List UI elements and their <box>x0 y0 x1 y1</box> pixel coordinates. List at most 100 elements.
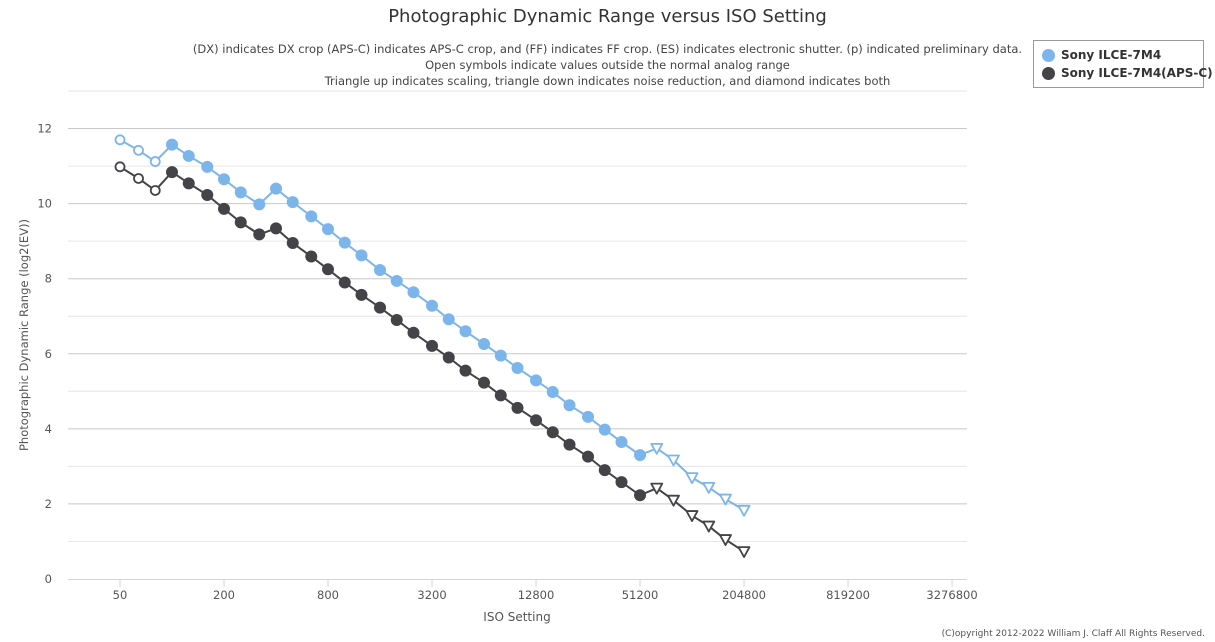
data-point[interactable] <box>494 349 507 362</box>
series-1 <box>114 134 751 517</box>
data-point[interactable] <box>634 449 647 462</box>
data-point[interactable] <box>390 274 403 287</box>
data-point-triangle-down[interactable] <box>667 454 680 467</box>
series-line <box>119 138 745 512</box>
data-point[interactable] <box>305 250 318 263</box>
data-point[interactable] <box>234 186 247 199</box>
data-point[interactable] <box>598 423 611 436</box>
data-point-triangle-down[interactable] <box>702 520 716 533</box>
data-point[interactable] <box>459 364 472 377</box>
data-point[interactable] <box>253 198 266 211</box>
data-point-open[interactable] <box>149 156 161 167</box>
data-point-triangle-down[interactable] <box>685 510 699 522</box>
data-point[interactable] <box>478 338 491 351</box>
data-point[interactable] <box>338 276 351 289</box>
data-point[interactable] <box>615 435 628 448</box>
data-point[interactable] <box>494 389 507 402</box>
data-point[interactable] <box>234 216 247 229</box>
data-point[interactable] <box>634 489 647 502</box>
legend-marker-circle-icon <box>1042 66 1055 80</box>
data-point-open[interactable] <box>114 161 126 173</box>
data-point[interactable] <box>201 188 214 201</box>
data-point-triangle-down[interactable] <box>719 493 732 506</box>
data-point-triangle-down[interactable] <box>719 534 732 546</box>
legend: Sony ILCE-7M4 Sony ILCE-7M4(APS-C) <box>1033 40 1213 88</box>
data-point[interactable] <box>166 138 179 151</box>
x-tick-label: 50 <box>113 588 128 602</box>
data-point[interactable] <box>563 438 576 451</box>
data-point[interactable] <box>201 160 214 173</box>
data-point-open[interactable] <box>133 144 144 156</box>
data-point[interactable] <box>322 263 335 276</box>
data-point[interactable] <box>442 351 455 364</box>
data-point[interactable] <box>426 339 439 352</box>
data-point[interactable] <box>355 249 368 262</box>
data-point[interactable] <box>286 237 299 250</box>
data-point[interactable] <box>286 196 299 209</box>
data-point-open[interactable] <box>114 134 126 146</box>
series-line <box>119 165 745 553</box>
data-point[interactable] <box>615 476 628 489</box>
data-point[interactable] <box>530 414 543 427</box>
data-point-open[interactable] <box>149 185 161 196</box>
legend-marker-circle-icon <box>1042 48 1055 62</box>
data-point[interactable] <box>426 299 439 312</box>
data-point[interactable] <box>511 362 524 375</box>
data-point[interactable] <box>442 313 455 326</box>
data-point[interactable] <box>338 236 351 249</box>
y-axis-ticks: 0 2 4 6 8 10 12 <box>37 122 52 586</box>
x-tick-label: 3200 <box>417 588 446 602</box>
data-point[interactable] <box>374 264 387 277</box>
data-point-triangle-down[interactable] <box>737 504 751 517</box>
data-point[interactable] <box>305 210 318 223</box>
x-axis-ticks: 50 200 800 3200 12800 51200 204800 819200 327680… <box>113 579 978 602</box>
x-tick-label: 12800 <box>518 588 555 602</box>
x-tick-label: 51200 <box>622 588 659 602</box>
legend-label-series-2: Sony ILCE-7M4(APS-C) <box>1061 66 1213 80</box>
data-point[interactable] <box>390 313 403 326</box>
data-point[interactable] <box>407 286 420 299</box>
data-point[interactable] <box>546 426 559 439</box>
data-point-triangle-down[interactable] <box>685 472 699 485</box>
data-point[interactable] <box>218 202 231 215</box>
data-point[interactable] <box>355 288 368 301</box>
data-point[interactable] <box>511 401 524 414</box>
data-point-triangle-down[interactable] <box>667 494 680 507</box>
data-point[interactable] <box>166 166 179 179</box>
x-tick-label: 200 <box>213 588 235 602</box>
subtitle-line-1: (DX) indicates DX crop (APS-C) indicates… <box>192 42 1023 56</box>
data-point-triangle-down[interactable] <box>737 546 751 558</box>
y-tick-label: 0 <box>45 572 52 586</box>
data-point-triangle-down[interactable] <box>650 442 664 455</box>
series-2 <box>114 161 751 558</box>
data-point-triangle-down[interactable] <box>702 482 716 494</box>
legend-item-series-2[interactable]: Sony ILCE-7M4(APS-C) <box>1042 65 1213 81</box>
subtitle-line-3: Triangle up indicates scaling, triangle … <box>324 74 891 88</box>
x-tick-label: 3276800 <box>926 588 977 602</box>
data-point[interactable] <box>374 301 387 314</box>
data-point[interactable] <box>270 182 283 195</box>
data-point[interactable] <box>582 410 595 423</box>
data-point[interactable] <box>459 325 472 338</box>
data-point[interactable] <box>270 222 283 235</box>
data-point[interactable] <box>598 464 611 477</box>
data-point[interactable] <box>546 386 559 399</box>
data-point[interactable] <box>182 149 195 162</box>
data-point[interactable] <box>407 326 420 339</box>
data-point[interactable] <box>322 223 335 236</box>
data-point[interactable] <box>478 376 491 389</box>
data-point[interactable] <box>530 374 543 387</box>
copyright-notice: (C)opyright 2012-2022 William J. Claff A… <box>941 629 1205 639</box>
legend-item-series-1[interactable]: Sony ILCE-7M4 <box>1042 47 1161 63</box>
data-point[interactable] <box>218 173 231 186</box>
x-axis-label: ISO Setting <box>483 610 550 624</box>
y-tick-label: 4 <box>45 422 52 436</box>
data-point[interactable] <box>582 450 595 463</box>
data-point-open[interactable] <box>133 173 144 184</box>
data-point[interactable] <box>253 228 266 241</box>
data-point[interactable] <box>563 399 576 412</box>
data-point-triangle-down[interactable] <box>650 482 664 495</box>
data-point[interactable] <box>182 177 195 190</box>
x-tick-label: 800 <box>317 588 339 602</box>
